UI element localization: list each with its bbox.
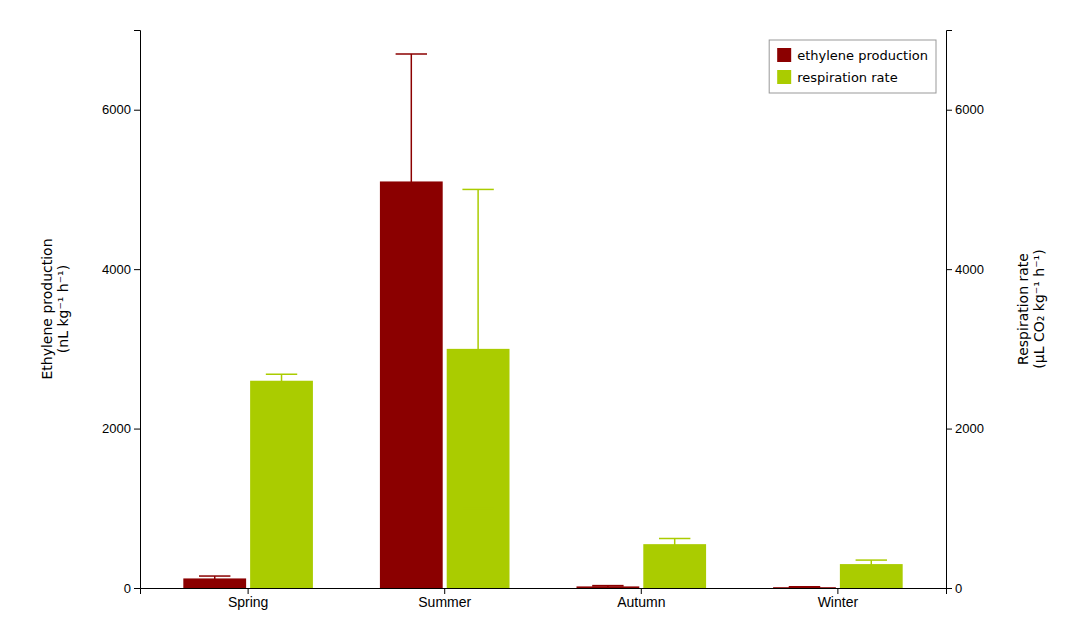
tick-label: 0 <box>124 581 131 596</box>
error-bar-line <box>396 308 427 310</box>
error-bar-line <box>199 580 230 582</box>
legend-frame <box>769 40 936 93</box>
error-bar-line <box>477 189 479 508</box>
error-bar <box>659 539 690 550</box>
error-bar <box>266 374 297 387</box>
y-axis-title: Ethylene production(nL kg⁻¹ h⁻¹) <box>39 238 72 379</box>
error-bar <box>199 576 230 581</box>
error-bar-line <box>266 374 297 376</box>
plot: 0 2000 4000 6000 0 2000 4000 6000 Spring Summer Au… <box>39 31 1048 610</box>
tick-label: 4000 <box>955 262 984 277</box>
error-bar-line <box>281 374 283 387</box>
tick-label: Spring <box>228 594 268 610</box>
series <box>250 189 903 588</box>
bar <box>250 381 313 588</box>
legend-label: respiration rate <box>797 70 897 85</box>
marks <box>183 54 902 588</box>
error-bar-line <box>674 539 676 550</box>
tick-label: 2000 <box>102 421 131 436</box>
tick-label: 6000 <box>955 102 984 117</box>
error-bar-line <box>266 386 297 388</box>
legend-item: respiration rate <box>777 70 897 85</box>
x-axis: Spring Summer Autumn Winter <box>141 588 947 610</box>
legend-item: ethylene production <box>777 48 928 63</box>
tick-mark <box>946 110 952 111</box>
tick-label: 4000 <box>102 262 131 277</box>
error-bar-line <box>789 587 820 588</box>
error-bar <box>592 586 623 588</box>
error-bar-line <box>592 586 623 588</box>
axis-line <box>947 31 953 589</box>
y2-axis: 0 2000 4000 6000 <box>946 31 984 596</box>
error-bar-line <box>789 586 820 588</box>
error-bar-line <box>659 549 690 551</box>
tick: 2000 <box>946 421 984 436</box>
error-bar <box>396 54 427 309</box>
tick: 2000 <box>102 421 140 436</box>
tick-label: Winter <box>818 594 859 610</box>
tick: 6000 <box>102 102 140 117</box>
tick: 0 <box>124 581 140 596</box>
error-bar-line <box>396 53 427 55</box>
error-bar-line <box>856 559 887 561</box>
error-bar <box>462 189 493 508</box>
tick: Spring <box>228 588 268 610</box>
bar <box>840 564 903 588</box>
legend-swatch <box>777 48 791 62</box>
tick: Autumn <box>617 588 665 610</box>
tick-label: Autumn <box>617 594 665 610</box>
error-bar-line <box>411 54 413 309</box>
error-bar-line <box>462 508 493 510</box>
bar <box>773 587 836 588</box>
bar <box>643 544 706 588</box>
tick-label: 0 <box>955 581 962 596</box>
tick-mark <box>946 269 952 270</box>
tick: 0 <box>946 581 962 596</box>
tick: 4000 <box>102 262 140 277</box>
bar <box>576 586 639 588</box>
tick: Summer <box>418 588 471 610</box>
legend: ethylene production respiration rate <box>769 40 936 93</box>
error-bar-line <box>871 560 873 568</box>
tick-mark <box>134 269 140 270</box>
tick-mark <box>134 429 140 430</box>
tick-mark <box>946 429 952 430</box>
tick-mark <box>134 110 140 111</box>
error-bar-line <box>856 567 887 569</box>
tick: 6000 <box>946 102 984 117</box>
tick-mark <box>134 588 140 589</box>
axis-line <box>134 31 141 589</box>
series <box>183 54 836 588</box>
tick-label: 6000 <box>102 102 131 117</box>
legend-items: ethylene production respiration rate <box>777 48 928 85</box>
tick-label: 2000 <box>955 421 984 436</box>
legend-swatch <box>777 70 791 84</box>
chart: 0 2000 4000 6000 0 2000 4000 6000 Spring Summer Au… <box>0 0 1086 638</box>
y2-axis-title: Respiration rate(μL CO₂ kg⁻¹ h⁻¹) <box>1015 249 1048 368</box>
tick: Winter <box>818 588 859 610</box>
error-bar <box>856 560 887 568</box>
error-bar-line <box>659 538 690 540</box>
error-bar <box>789 586 820 588</box>
error-bar-line <box>199 575 230 577</box>
y-axis: 0 2000 4000 6000 <box>102 31 140 596</box>
tick-label: Summer <box>418 594 471 610</box>
error-bar-line <box>592 585 623 587</box>
legend-label: ethylene production <box>797 48 928 63</box>
tick: 4000 <box>946 262 984 277</box>
error-bar-line <box>462 189 493 191</box>
